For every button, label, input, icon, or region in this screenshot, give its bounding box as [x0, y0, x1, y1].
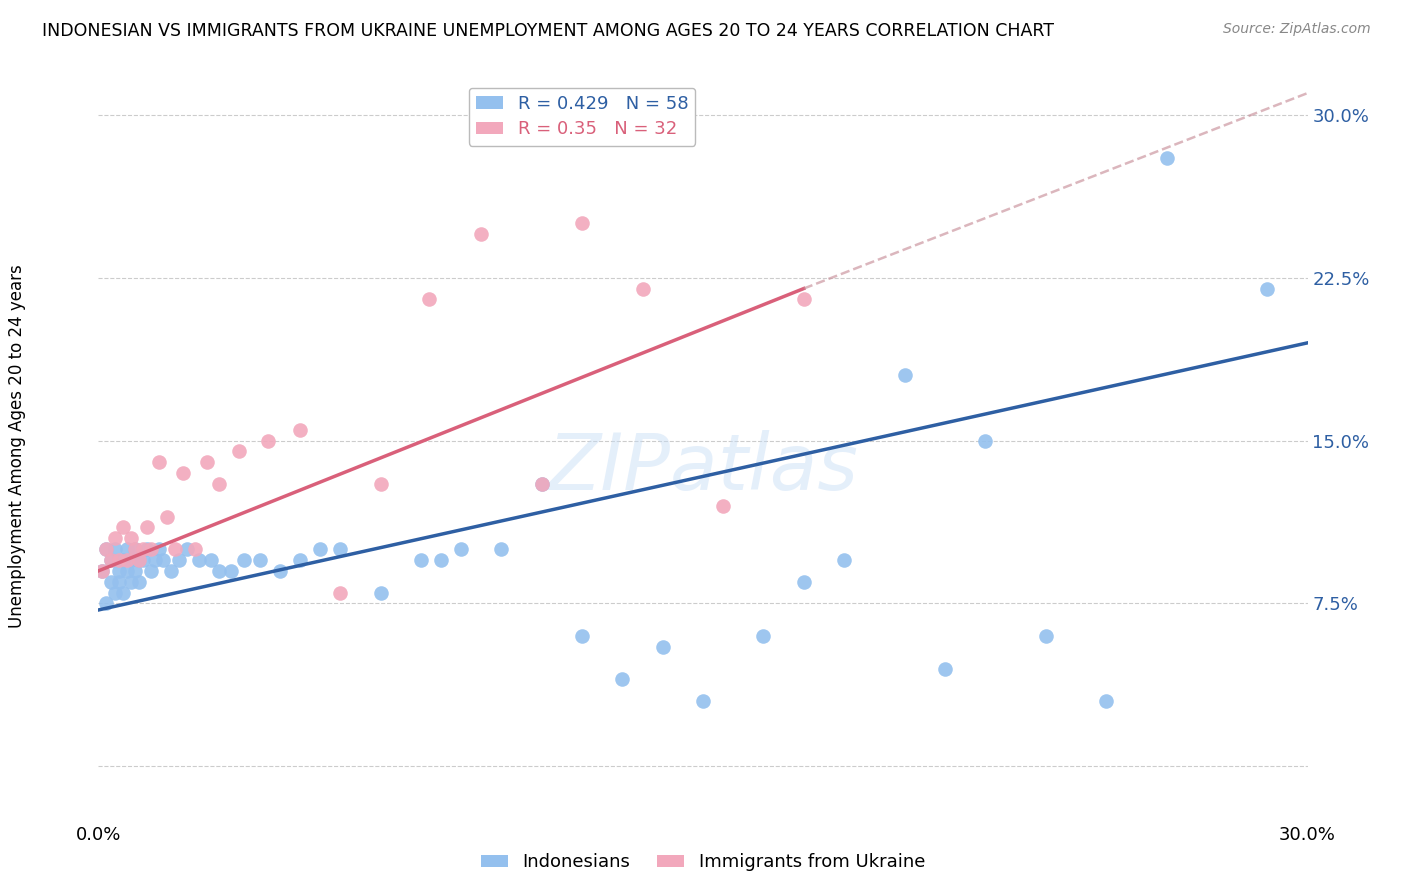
Point	[571, 216, 593, 230]
Point	[115, 542, 138, 557]
Point	[107, 553, 129, 567]
Text: ZIPatlas: ZIPatlas	[547, 431, 859, 507]
Point	[91, 564, 114, 578]
Point	[1035, 629, 1057, 643]
Point	[111, 553, 134, 567]
Point	[249, 553, 271, 567]
Point	[370, 585, 392, 599]
Point	[103, 542, 125, 557]
Point	[269, 564, 291, 578]
Point	[530, 477, 553, 491]
Point	[329, 585, 352, 599]
Legend: Indonesians, Immigrants from Ukraine: Indonesians, Immigrants from Ukraine	[474, 847, 932, 879]
Point	[120, 574, 142, 589]
Point	[143, 553, 166, 567]
Point	[631, 281, 654, 295]
Point	[752, 629, 775, 643]
Point	[651, 640, 673, 654]
Point	[1156, 151, 1178, 165]
Point	[370, 477, 392, 491]
Point	[470, 227, 492, 242]
Point	[491, 542, 513, 557]
Point	[893, 368, 915, 383]
Point	[974, 434, 997, 448]
Point	[160, 564, 183, 578]
Point	[571, 629, 593, 643]
Point	[139, 542, 162, 557]
Point	[100, 553, 122, 567]
Point	[148, 542, 170, 557]
Point	[208, 564, 231, 578]
Point	[167, 553, 190, 567]
Point	[208, 477, 231, 491]
Point	[530, 477, 553, 491]
Point	[256, 434, 278, 448]
Point	[115, 564, 138, 578]
Point	[934, 662, 956, 676]
Point	[309, 542, 332, 557]
Point	[1256, 281, 1278, 295]
Point	[152, 553, 174, 567]
Point	[288, 553, 311, 567]
Point	[228, 444, 250, 458]
Point	[135, 542, 157, 557]
Point	[100, 553, 122, 567]
Point	[221, 564, 243, 578]
Point	[96, 597, 118, 611]
Point	[832, 553, 855, 567]
Point	[232, 553, 254, 567]
Point	[409, 553, 432, 567]
Point	[132, 542, 155, 557]
Point	[120, 531, 142, 545]
Point	[120, 553, 142, 567]
Point	[135, 520, 157, 534]
Point	[132, 553, 155, 567]
Point	[711, 499, 734, 513]
Point	[450, 542, 472, 557]
Point	[96, 542, 118, 557]
Legend: R = 0.429   N = 58, R = 0.35   N = 32: R = 0.429 N = 58, R = 0.35 N = 32	[468, 88, 696, 145]
Point	[793, 293, 815, 307]
Point	[329, 542, 352, 557]
Point	[128, 553, 150, 567]
Point	[124, 542, 146, 557]
Point	[176, 542, 198, 557]
Point	[188, 553, 211, 567]
Point	[107, 574, 129, 589]
Point	[418, 293, 440, 307]
Point	[139, 564, 162, 578]
Point	[172, 466, 194, 480]
Point	[111, 520, 134, 534]
Text: Unemployment Among Ages 20 to 24 years: Unemployment Among Ages 20 to 24 years	[8, 264, 25, 628]
Text: Source: ZipAtlas.com: Source: ZipAtlas.com	[1223, 22, 1371, 37]
Point	[124, 542, 146, 557]
Point	[124, 564, 146, 578]
Point	[184, 542, 207, 557]
Point	[692, 694, 714, 708]
Point	[430, 553, 453, 567]
Point	[156, 509, 179, 524]
Point	[148, 455, 170, 469]
Point	[107, 564, 129, 578]
Point	[612, 673, 634, 687]
Point	[163, 542, 186, 557]
Point	[195, 455, 218, 469]
Point	[115, 553, 138, 567]
Point	[200, 553, 222, 567]
Point	[111, 585, 134, 599]
Point	[100, 574, 122, 589]
Text: INDONESIAN VS IMMIGRANTS FROM UKRAINE UNEMPLOYMENT AMONG AGES 20 TO 24 YEARS COR: INDONESIAN VS IMMIGRANTS FROM UKRAINE UN…	[42, 22, 1054, 40]
Point	[1095, 694, 1118, 708]
Point	[103, 531, 125, 545]
Point	[103, 585, 125, 599]
Point	[793, 574, 815, 589]
Point	[288, 423, 311, 437]
Point	[128, 574, 150, 589]
Point	[96, 542, 118, 557]
Point	[128, 553, 150, 567]
Point	[91, 564, 114, 578]
